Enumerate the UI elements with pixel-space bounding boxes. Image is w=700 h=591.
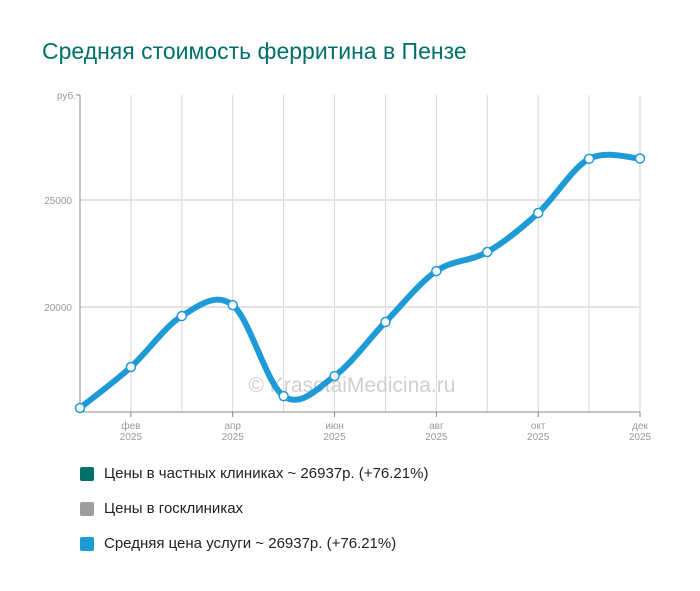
x-tick-month: фев (121, 420, 140, 432)
data-point (227, 299, 238, 311)
legend-item-private[interactable]: Цены в частных клиниках ~ 26937р. (+76.2… (80, 465, 428, 482)
x-tick-month: окт (531, 421, 546, 432)
data-point (176, 310, 188, 322)
data-point (583, 153, 595, 165)
y-tick-label: 25000 (44, 196, 72, 207)
legend-label: Цены в госклиниках (104, 500, 244, 517)
x-tick-month: авг (429, 421, 444, 432)
x-tick-year: 2025 (629, 432, 652, 443)
legend-label: Цены в частных клиниках ~ 26937р. (+76.2… (104, 465, 429, 482)
data-point (329, 370, 340, 382)
x-tick-year: 2025 (323, 432, 346, 443)
data-point (380, 316, 391, 328)
data-point (532, 207, 544, 219)
x-tick-year: 2025 (527, 432, 550, 443)
x-tick-month: июн (325, 421, 344, 432)
x-tick-year: 2025 (120, 432, 143, 443)
y-axis-label: руб. (57, 90, 76, 102)
x-tick-month: апр (224, 421, 241, 432)
chart-title: Средняя стоимость ферритина в Пензе (42, 38, 467, 64)
data-point (431, 265, 442, 277)
legend-swatch (80, 536, 94, 551)
data-point (634, 153, 646, 164)
series-line (77, 151, 643, 411)
legend-item-public[interactable]: Цены в госклиниках (80, 500, 243, 517)
x-tick-month: дек (632, 421, 648, 432)
data-point (125, 361, 137, 373)
legend-swatch (80, 501, 94, 516)
x-tick-year: 2025 (425, 432, 448, 443)
legend-swatch (80, 466, 94, 481)
watermark: © KrasotaiMedicina.ru (249, 374, 456, 397)
x-tick-year: 2025 (222, 432, 245, 443)
data-point (74, 402, 86, 414)
legend-item-average[interactable]: Средняя цена услуги ~ 26937р. (+76.21%) (80, 535, 396, 552)
y-tick-label: 20000 (44, 303, 72, 314)
legend-label: Средняя цена услуги ~ 26937р. (+76.21%) (104, 535, 397, 552)
data-point (482, 246, 493, 258)
data-point (278, 390, 289, 402)
